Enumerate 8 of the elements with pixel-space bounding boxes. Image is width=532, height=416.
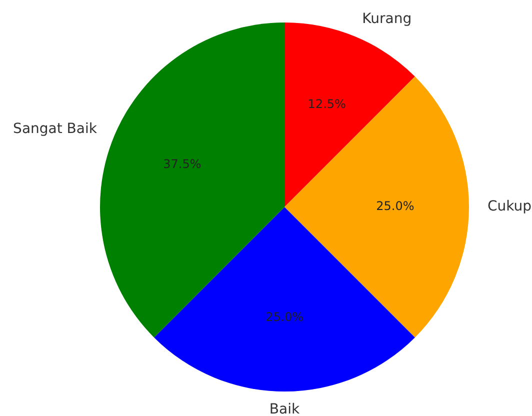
slice-label: Kurang — [362, 11, 412, 28]
slice-label: Cukup — [487, 198, 532, 215]
data-label: 25.0% — [265, 310, 304, 324]
slice-label: Sangat Baik — [13, 120, 98, 137]
data-label: 12.5% — [308, 96, 346, 111]
data-label: 25.0% — [376, 199, 414, 214]
slice-label: Baik — [269, 402, 300, 416]
data-label: 37.5% — [163, 156, 202, 171]
